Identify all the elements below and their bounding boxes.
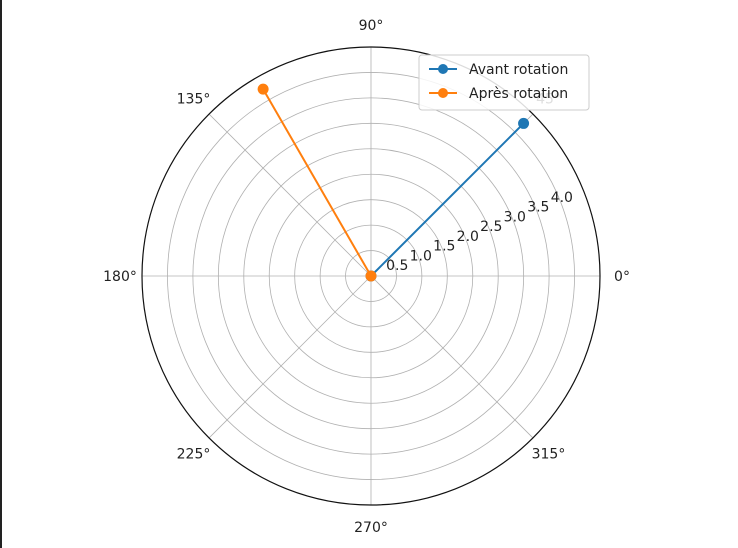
series-layer — [257, 83, 530, 282]
angle-tick-label: 225° — [177, 446, 211, 462]
angular-gridline — [370, 275, 534, 439]
angle-tick-label: 315° — [532, 446, 566, 462]
legend-label: Avant rotation — [469, 62, 568, 78]
angular-gridline — [208, 113, 372, 277]
series-line-avant-rotation — [370, 122, 525, 277]
legend-label: Après rotation — [469, 86, 568, 102]
angle-tick-label: 135° — [177, 92, 211, 108]
data-point — [365, 270, 377, 282]
angle-tick-label: 270° — [354, 520, 388, 536]
left-frame-line — [0, 0, 2, 548]
angle-tick-label: 180° — [103, 269, 137, 285]
legend-box — [418, 54, 590, 111]
legend-marker — [438, 88, 448, 98]
legend-marker — [438, 64, 448, 74]
radial-tick-label: 1.5 — [433, 239, 455, 255]
radial-tick-label: 0.5 — [386, 258, 408, 274]
radial-tick-label: 3.0 — [504, 209, 526, 225]
radial-tick-label: 2.0 — [457, 229, 479, 245]
angle-tick-label: 90° — [359, 18, 384, 34]
angular-gridline — [208, 275, 372, 439]
radial-tick-label: 4.0 — [551, 190, 573, 206]
radial-tick-label: 3.5 — [527, 200, 549, 216]
polar-frame — [141, 46, 601, 506]
radial-tick-label: 1.0 — [410, 248, 432, 264]
data-point — [518, 117, 530, 129]
angle-tick-label: 0° — [614, 269, 630, 285]
data-point — [257, 83, 269, 95]
radial-tick-label: 2.5 — [480, 219, 502, 235]
series-line-apres-rotation — [262, 88, 372, 277]
legend: Avant rotation Après rotation — [418, 54, 590, 111]
labels-layer: 0°45°90°135°180°225°270°315°0.51.01.52.0… — [103, 18, 630, 536]
